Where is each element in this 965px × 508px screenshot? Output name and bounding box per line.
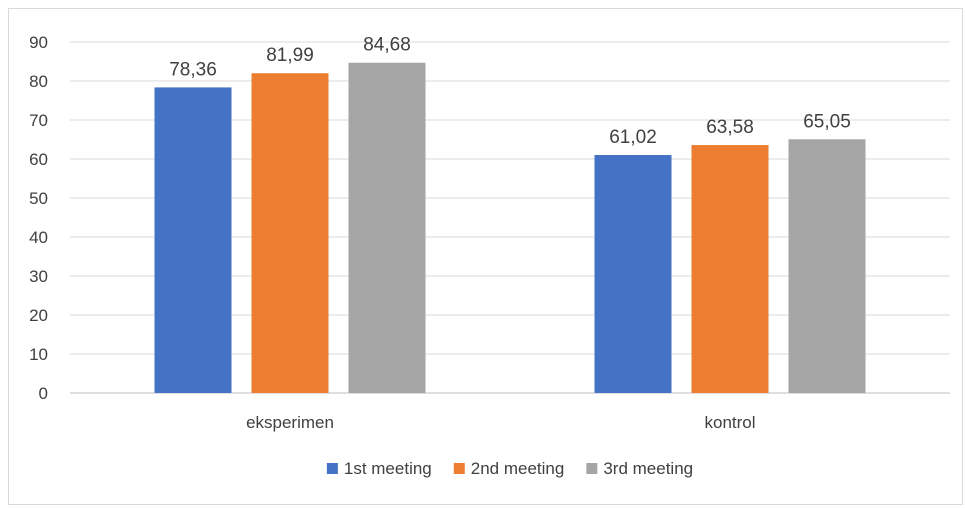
y-tick-label: 0 [39, 384, 48, 403]
legend-label: 2nd meeting [471, 459, 565, 478]
legend-swatch [326, 463, 338, 474]
y-tick-label: 80 [29, 72, 48, 91]
y-tick-label: 40 [29, 228, 48, 247]
data-label: 65,05 [803, 111, 851, 132]
category-labels: eksperimen kontrol [246, 413, 755, 432]
bar [154, 87, 232, 394]
bars [154, 62, 866, 394]
data-label: 78,36 [169, 59, 217, 80]
y-tick-label: 10 [29, 345, 48, 364]
bar [788, 139, 866, 393]
y-tick-label: 60 [29, 150, 48, 169]
y-tick-label: 20 [29, 306, 48, 325]
bar [348, 62, 426, 394]
x-category-label: eksperimen [246, 413, 334, 432]
legend-label: 3rd meeting [603, 459, 693, 478]
legend-label: 1st meeting [344, 459, 432, 478]
y-tick-label: 90 [29, 33, 48, 52]
data-label: 84,68 [363, 35, 411, 56]
y-tick-label: 30 [29, 267, 48, 286]
legend-swatch [586, 463, 598, 474]
legend: 1st meeting 2nd meeting 3rd meeting [326, 459, 693, 478]
y-tick-label: 50 [29, 189, 48, 208]
legend-swatch [453, 463, 465, 474]
x-category-label: kontrol [704, 413, 755, 432]
y-tick-label: 70 [29, 111, 48, 130]
bar [251, 73, 329, 393]
bar [594, 155, 672, 393]
bar [691, 145, 769, 393]
y-axis-ticks: 0 10 20 30 40 50 60 70 80 90 [29, 33, 48, 403]
data-label: 81,99 [266, 45, 314, 66]
data-label: 63,58 [706, 117, 754, 138]
data-label: 61,02 [609, 127, 657, 148]
data-labels: 78,36 81,99 84,68 61,02 63,58 65,05 [169, 35, 851, 148]
